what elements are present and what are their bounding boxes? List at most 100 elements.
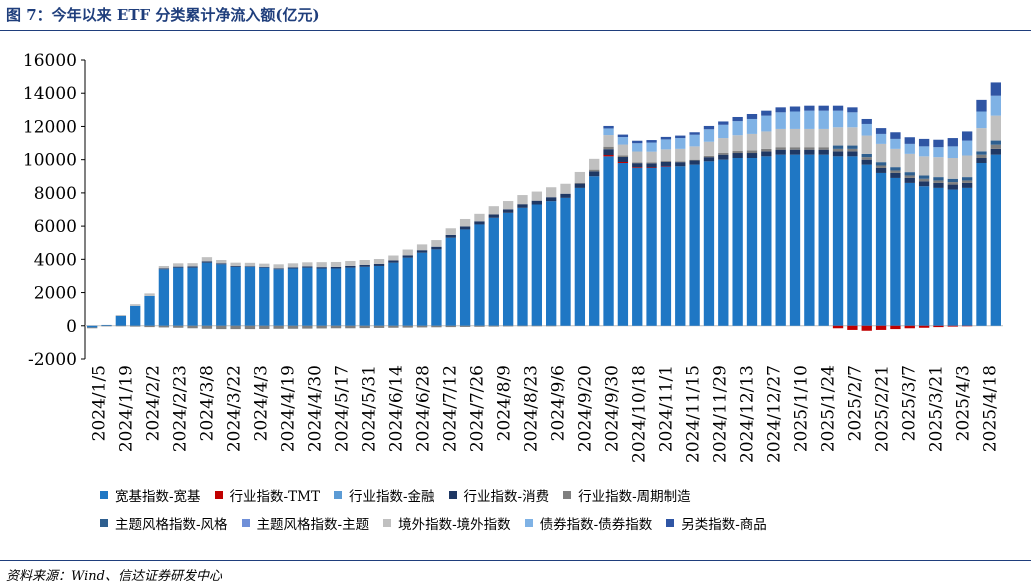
bar-segment <box>976 128 987 152</box>
bar-segment <box>244 262 256 267</box>
x-tick-label: 2025/3/7 <box>900 365 920 441</box>
bar-segment <box>244 266 256 267</box>
bar-segment <box>933 147 944 158</box>
bar-segment <box>861 159 872 165</box>
bar-segment <box>546 197 557 202</box>
bar-segment <box>574 182 586 184</box>
bar-segment <box>961 180 973 183</box>
bar-segment <box>918 178 930 182</box>
legend-item: 行业指数-金融 <box>333 485 435 505</box>
bar-segment <box>875 167 887 173</box>
bar-segment <box>947 325 958 327</box>
bar-segment <box>359 264 370 267</box>
x-tick-label: 2024/5/17 <box>333 365 353 452</box>
bar-segment <box>273 268 284 270</box>
bar-segment <box>101 325 112 327</box>
bar-segment <box>990 95 1001 116</box>
bar-segment <box>804 147 815 150</box>
bar-segment <box>359 266 370 326</box>
bar-segment <box>918 181 930 187</box>
x-tick-label: 2024/3/22 <box>225 365 245 452</box>
bar-segment <box>445 237 456 326</box>
bar-segment <box>732 158 743 326</box>
bar-segment <box>818 128 829 148</box>
bar-segment <box>990 140 1001 145</box>
legend-label: 主题风格指数-风格 <box>115 517 228 533</box>
bar-segment <box>302 262 313 267</box>
bar-segment <box>431 246 442 250</box>
bar-segment <box>459 218 471 227</box>
bar-segment <box>947 182 958 185</box>
bar-segment <box>961 140 973 156</box>
legend-item: 行业指数-TMT <box>214 485 320 505</box>
bar-segment <box>287 263 299 268</box>
bar-segment <box>976 162 987 326</box>
bar-segment <box>388 262 399 326</box>
bar-segment <box>847 148 858 152</box>
legend-item: 主题风格指数-风格 <box>100 513 228 533</box>
legend-item: 行业指数-周期制造 <box>563 485 691 505</box>
bar-segment <box>589 158 600 170</box>
bar-segment <box>660 139 672 150</box>
bar-segment <box>646 167 657 168</box>
bar-segment <box>732 121 743 136</box>
bar-segment <box>732 153 743 158</box>
bar-segment <box>345 267 356 326</box>
bar-segment <box>603 156 614 326</box>
chart-bars <box>87 82 1001 331</box>
bar-segment <box>703 129 715 142</box>
bar-segment <box>574 183 586 188</box>
bar-segment <box>646 162 657 164</box>
bar-segment <box>761 156 772 326</box>
bar-segment <box>632 163 643 168</box>
bar-segment <box>660 136 672 140</box>
title-divider <box>0 30 1031 31</box>
bar-segment <box>933 177 944 181</box>
bar-segment <box>718 154 729 160</box>
bar-segment <box>947 146 958 159</box>
bar-segment <box>144 325 155 328</box>
bar-segment <box>589 171 600 177</box>
legend-swatch <box>241 519 250 527</box>
bar-segment <box>718 121 729 125</box>
bar-segment <box>216 264 227 326</box>
bar-segment <box>918 175 930 179</box>
x-tick-label: 2025/1/24 <box>819 365 839 452</box>
bar-segment <box>961 325 973 327</box>
bar-segment <box>560 197 571 326</box>
x-tick-label: 2024/6/14 <box>387 365 407 452</box>
bar-segment <box>718 159 729 326</box>
bar-segment <box>632 167 643 168</box>
bar-segment <box>632 151 643 163</box>
bar-segment <box>187 325 198 329</box>
bar-segment <box>302 266 313 268</box>
bar-segment <box>273 325 284 329</box>
y-tick-label: 4000 <box>34 250 77 270</box>
bar-segment <box>632 140 643 144</box>
bar-segment <box>933 139 944 148</box>
bar-segment <box>933 187 944 326</box>
x-tick-label: 2024/7/12 <box>441 365 461 452</box>
bar-segment <box>373 325 385 328</box>
bar-segment <box>933 182 944 188</box>
x-tick-label: 2024/1/19 <box>117 365 137 452</box>
bar-segment <box>431 240 442 247</box>
bar-segment <box>474 221 485 225</box>
bar-segment <box>789 154 801 326</box>
bar-segment <box>832 151 844 157</box>
bar-segment <box>130 325 141 327</box>
bar-segment <box>918 138 930 147</box>
bar-segment <box>130 304 141 306</box>
bar-segment <box>316 262 327 268</box>
bar-segment <box>259 266 270 268</box>
bar-segment <box>488 217 499 326</box>
page-title: 图 7：今年以来 ETF 分类累计净流入额(亿元) <box>6 6 320 24</box>
bar-segment <box>832 105 844 111</box>
bar-segment <box>789 106 801 112</box>
bar-segment <box>316 325 327 329</box>
bar-segment <box>330 266 342 269</box>
bar-segment <box>990 148 1001 155</box>
bar-segment <box>431 325 442 328</box>
bar-segment <box>746 118 758 134</box>
